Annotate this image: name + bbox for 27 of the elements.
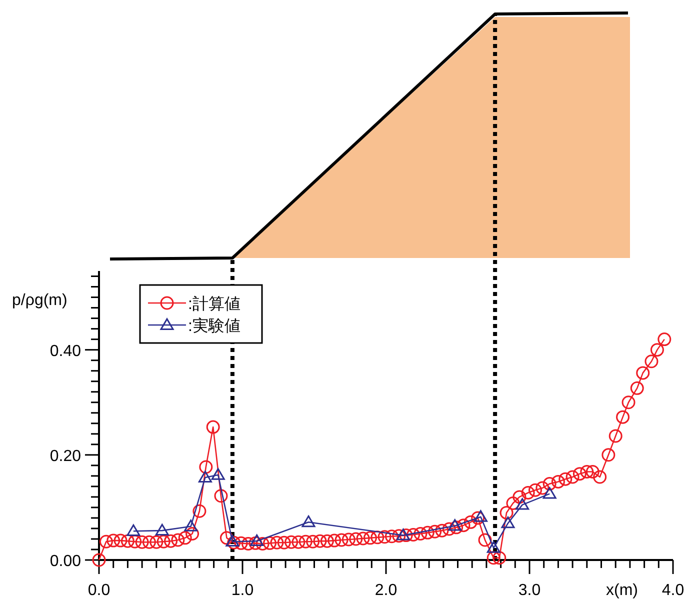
point — [226, 534, 240, 547]
y-tick-label: 0.00 — [50, 553, 82, 570]
point — [474, 510, 488, 522]
point — [501, 516, 515, 528]
point — [198, 470, 212, 482]
point — [155, 524, 169, 536]
x-axis-title: x(m) — [606, 582, 638, 599]
x-tick-label: 0.0 — [88, 582, 110, 599]
x-tick-label: 1.0 — [231, 582, 254, 599]
point — [516, 498, 530, 510]
legend-label: :実験値 — [188, 317, 240, 335]
legend-label: :計算値 — [188, 295, 240, 313]
point — [184, 520, 198, 532]
y-axis-title: p/ρg(m) — [12, 292, 68, 309]
point — [302, 515, 316, 528]
point — [396, 528, 410, 540]
point — [448, 519, 462, 531]
y-tick-label: 0.40 — [50, 342, 82, 360]
point — [250, 534, 264, 546]
x-tick-label: 3.0 — [518, 582, 541, 599]
point — [126, 524, 140, 536]
point — [542, 487, 556, 499]
x-tick-label: 2.0 — [374, 582, 398, 599]
point — [486, 541, 500, 553]
point — [211, 468, 225, 480]
y-tick-label: 0.20 — [50, 448, 82, 465]
x-tick-label: 4.0 — [662, 582, 684, 599]
